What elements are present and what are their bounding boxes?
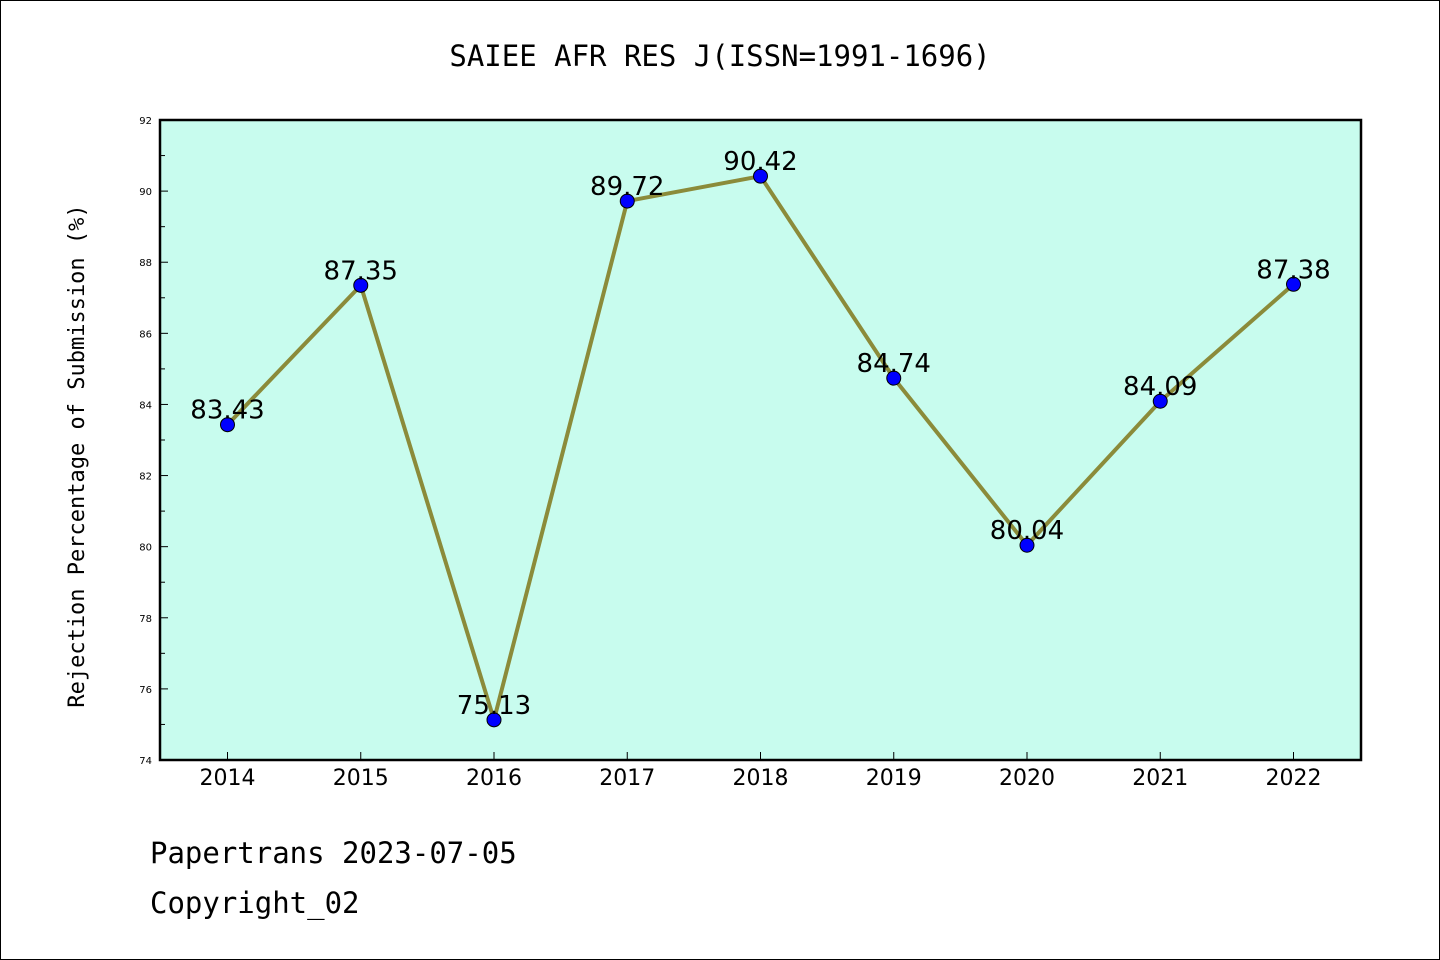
x-tick-label: 2014 (200, 766, 256, 791)
data-point (886, 370, 902, 386)
y-tick-label: 88 (139, 258, 152, 269)
data-label: 89.72 (590, 172, 664, 202)
data-markers (220, 168, 1301, 728)
y-tick-label: 86 (139, 329, 152, 340)
data-label: 90.42 (723, 147, 797, 177)
data-point (1019, 537, 1035, 553)
data-point (619, 193, 635, 209)
data-point (486, 712, 502, 728)
y-tick-label: 78 (139, 614, 152, 625)
data-point (220, 417, 235, 433)
x-tick-label: 2020 (999, 766, 1055, 791)
data-point (353, 277, 369, 293)
y-tick-label: 80 (139, 543, 152, 554)
x-tick-label: 2022 (1266, 766, 1322, 791)
chart-title: SAIEE AFR RES J(ISSN=1991-1696) (449, 39, 990, 73)
data-labels: 83.43 87.35 75.13 89.72 90.42 84.74 80.04 84.09… (190, 147, 1330, 721)
y-axis-label: Rejection Percentage of Submission (%) (65, 204, 90, 707)
data-label: 84.09 (1123, 372, 1197, 402)
x-tick-label: 2018 (733, 766, 789, 791)
copyright-text: Copyright_02 (150, 886, 360, 920)
y-tick-label: 92 (139, 116, 152, 127)
plot-border (158, 118, 1363, 762)
x-tick-label: 2016 (466, 766, 522, 791)
data-label: 87.35 (324, 256, 398, 286)
x-tick-label: 2015 (333, 766, 389, 791)
y-tick-label: 74 (139, 756, 152, 767)
data-label: 84.74 (857, 349, 931, 379)
data-label: 80.04 (990, 516, 1064, 546)
y-tick-label: 82 (139, 472, 152, 483)
y-tick-label: 84 (139, 400, 152, 411)
x-tick-label: 2017 (599, 766, 655, 791)
data-label: 75.13 (457, 691, 531, 721)
source-date-text: Papertrans 2023-07-05 (150, 836, 517, 870)
data-label: 83.43 (190, 396, 264, 426)
data-label: 87.38 (1256, 255, 1330, 285)
data-point (753, 168, 768, 184)
y-tick-label: 76 (139, 685, 152, 696)
data-point (1152, 393, 1168, 409)
x-tick-label: 2019 (866, 766, 922, 791)
plot-area (160, 120, 1361, 760)
data-point (1286, 276, 1301, 292)
x-tick-label: 2021 (1132, 766, 1188, 791)
x-axis: 2014 2015 2016 2017 2018 2019 2020 2021 2022 (200, 752, 1322, 791)
y-tick-label: 90 (139, 187, 152, 198)
